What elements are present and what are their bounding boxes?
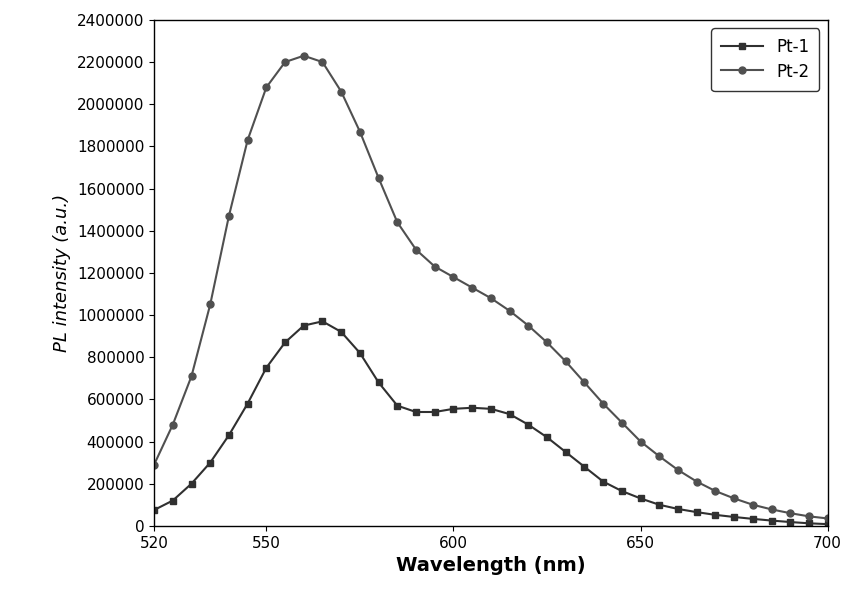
Pt-1: [785, 518, 795, 525]
Pt-2: [449, 273, 459, 280]
Pt-1: [804, 519, 814, 527]
Pt-2: [747, 501, 758, 508]
Pt-2: [280, 58, 290, 65]
Pt-2: [205, 301, 216, 308]
Pt-1: [373, 379, 383, 386]
Pt-1: [673, 505, 683, 512]
Pt-1: [242, 400, 253, 407]
Y-axis label: PL intensity (a.u.): PL intensity (a.u.): [53, 194, 71, 352]
Pt-1: [747, 515, 758, 522]
Pt-2: [580, 379, 590, 386]
Pt-1: [392, 402, 402, 409]
Line: Pt-1: Pt-1: [151, 318, 831, 528]
Pt-2: [411, 246, 421, 253]
Pt-2: [654, 453, 664, 460]
Pt-1: [467, 404, 478, 411]
Pt-1: [616, 488, 627, 495]
Pt-1: [523, 421, 533, 428]
Pt-1: [485, 405, 496, 412]
Pt-2: [261, 84, 271, 91]
Pt-2: [523, 322, 533, 329]
Pt-2: [149, 461, 159, 468]
Pt-1: [766, 517, 776, 524]
Pt-1: [449, 405, 459, 412]
Pt-1: [354, 349, 365, 356]
Pt-2: [673, 466, 683, 474]
Pt-1: [261, 364, 271, 371]
Pt-1: [542, 434, 552, 441]
Pt-2: [187, 373, 197, 380]
Pt-2: [823, 515, 833, 522]
Pt-2: [766, 506, 776, 513]
Pt-2: [354, 128, 365, 135]
Pt-1: [223, 432, 234, 439]
Pt-1: [280, 339, 290, 346]
X-axis label: Wavelength (nm): Wavelength (nm): [396, 556, 586, 575]
Pt-1: [411, 408, 421, 415]
Pt-1: [430, 408, 440, 415]
Pt-2: [542, 339, 552, 346]
Pt-1: [692, 508, 702, 515]
Pt-2: [242, 137, 253, 144]
Pt-2: [223, 213, 234, 220]
Pt-1: [729, 514, 740, 521]
Pt-2: [692, 478, 702, 485]
Legend: Pt-1, Pt-2: Pt-1, Pt-2: [711, 28, 819, 91]
Pt-1: [598, 478, 609, 485]
Pt-2: [318, 58, 328, 65]
Pt-2: [392, 219, 402, 226]
Pt-1: [504, 411, 514, 418]
Pt-1: [561, 448, 571, 455]
Pt-2: [299, 52, 309, 59]
Pt-2: [561, 358, 571, 365]
Pt-2: [635, 438, 645, 445]
Line: Pt-2: Pt-2: [151, 52, 831, 522]
Pt-2: [804, 513, 814, 520]
Pt-2: [430, 263, 440, 270]
Pt-2: [710, 488, 721, 495]
Pt-1: [823, 521, 833, 528]
Pt-2: [168, 421, 178, 428]
Pt-1: [187, 480, 197, 487]
Pt-1: [205, 459, 216, 466]
Pt-2: [616, 419, 627, 426]
Pt-2: [504, 307, 514, 315]
Pt-2: [785, 509, 795, 517]
Pt-2: [598, 400, 609, 407]
Pt-2: [467, 284, 478, 291]
Pt-2: [729, 495, 740, 502]
Pt-1: [710, 511, 721, 518]
Pt-1: [580, 464, 590, 471]
Pt-1: [635, 495, 645, 502]
Pt-2: [336, 88, 347, 95]
Pt-1: [168, 497, 178, 504]
Pt-1: [149, 507, 159, 514]
Pt-2: [373, 174, 383, 181]
Pt-1: [654, 501, 664, 508]
Pt-1: [299, 322, 309, 329]
Pt-1: [318, 318, 328, 325]
Pt-1: [336, 328, 347, 335]
Pt-2: [485, 294, 496, 302]
